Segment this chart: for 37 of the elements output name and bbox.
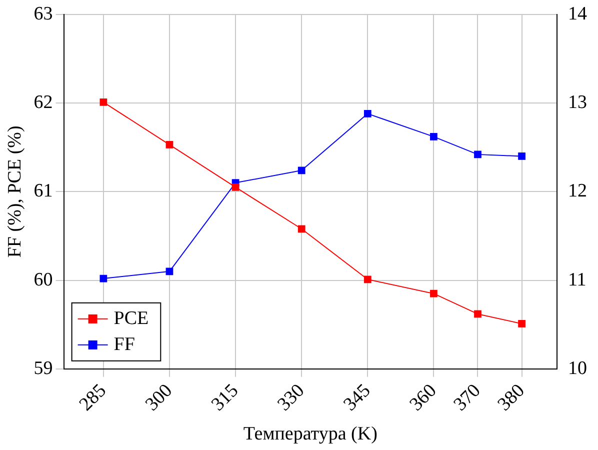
x-tick-label: 330	[274, 380, 309, 416]
y2-tick-label: 13	[568, 92, 587, 114]
point	[298, 166, 306, 174]
y-tick-label: 59	[34, 358, 53, 379]
x-tick-label: 300	[142, 380, 177, 416]
y-tick-label: 63	[34, 3, 53, 24]
y2-tick-label: 12	[568, 180, 587, 202]
y-axis-title: FF (%), PCE (%)	[4, 126, 26, 258]
x-tick-label: 370	[450, 380, 485, 416]
point	[298, 225, 306, 233]
y2-tick-label: 10	[568, 358, 587, 379]
point	[430, 290, 438, 298]
point	[474, 150, 482, 158]
point	[364, 276, 372, 284]
y-tick-label: 61	[34, 180, 53, 202]
y2-tick-label: 14	[568, 3, 588, 24]
point	[518, 152, 526, 160]
x-tick-label: 285	[75, 380, 110, 416]
x-tick-label: 315	[208, 380, 243, 416]
point	[474, 310, 482, 318]
point	[518, 320, 526, 328]
x-tick-label: 360	[406, 380, 441, 416]
point	[364, 110, 372, 118]
point	[232, 184, 240, 191]
point	[166, 268, 174, 276]
point	[100, 274, 108, 282]
legend-label: PCE	[114, 308, 149, 329]
x-tick-label: 345	[340, 380, 375, 416]
point	[166, 141, 174, 148]
y-tick-label: 60	[34, 269, 53, 290]
x-axis-title: Температура (K)	[243, 424, 378, 445]
y-tick-label: 62	[34, 92, 53, 114]
legend-label: FF	[114, 334, 135, 355]
x-tick-label: 380	[494, 380, 529, 416]
y2-tick-label: 11	[568, 269, 586, 290]
point	[100, 98, 108, 106]
point	[430, 133, 438, 140]
